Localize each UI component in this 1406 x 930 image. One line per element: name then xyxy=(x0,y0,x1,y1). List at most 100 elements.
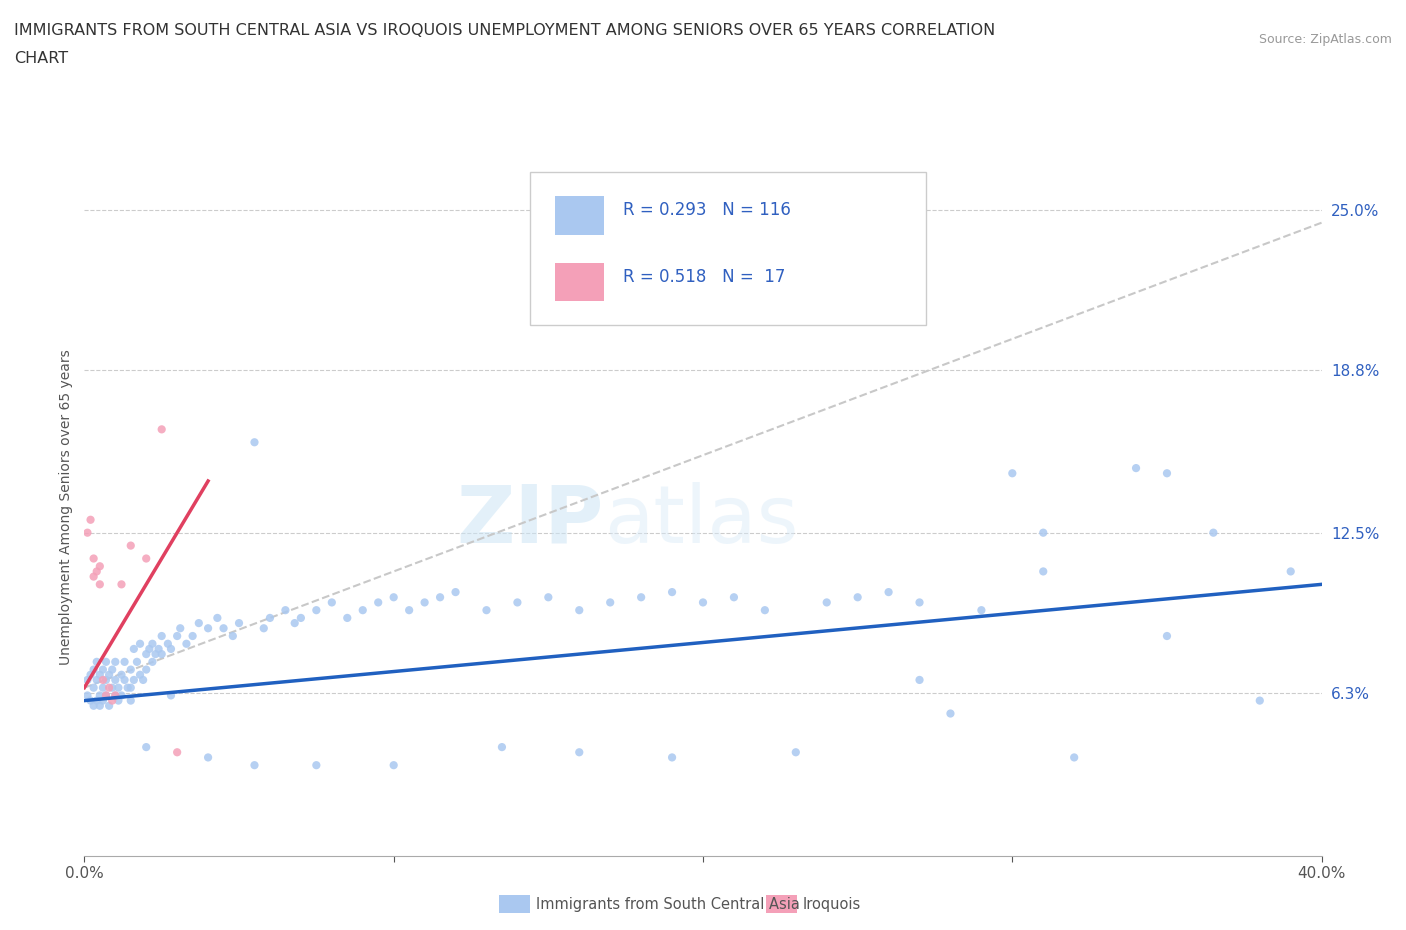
Point xyxy=(135,739,157,754)
Point xyxy=(305,603,328,618)
Point xyxy=(98,680,121,695)
Point xyxy=(382,758,405,773)
Point xyxy=(76,525,98,540)
Point xyxy=(86,655,108,670)
Point xyxy=(815,595,838,610)
Point xyxy=(79,668,101,683)
Point xyxy=(110,577,132,591)
Point xyxy=(79,693,101,708)
Point xyxy=(228,616,250,631)
Point xyxy=(785,745,807,760)
Point xyxy=(120,680,142,695)
Point xyxy=(259,610,281,625)
Point xyxy=(104,672,127,687)
Point xyxy=(86,564,108,578)
Point xyxy=(176,636,198,651)
Point xyxy=(243,758,266,773)
Point xyxy=(274,603,297,618)
Point xyxy=(76,672,98,687)
Point xyxy=(110,688,132,703)
Point xyxy=(398,603,420,618)
Y-axis label: Unemployment Among Seniors over 65 years: Unemployment Among Seniors over 65 years xyxy=(59,349,73,665)
Point xyxy=(94,688,117,703)
Point xyxy=(91,672,114,687)
Point xyxy=(83,662,105,677)
Point xyxy=(197,750,219,764)
Point xyxy=(475,603,498,618)
Point xyxy=(120,693,142,708)
Point xyxy=(506,595,529,610)
Point xyxy=(877,585,900,600)
Point xyxy=(98,698,121,713)
Point xyxy=(1249,693,1271,708)
Point xyxy=(284,616,307,631)
Point xyxy=(1125,460,1147,475)
Point xyxy=(91,680,114,695)
Point xyxy=(444,585,467,600)
Point xyxy=(135,646,157,661)
Point xyxy=(321,595,343,610)
Point xyxy=(352,603,374,618)
Point xyxy=(94,655,117,670)
Point xyxy=(166,629,188,644)
Point xyxy=(1032,564,1054,578)
Point xyxy=(89,559,111,574)
Point xyxy=(1001,466,1024,481)
Point xyxy=(253,621,276,636)
Point xyxy=(138,642,160,657)
Point xyxy=(114,672,136,687)
Point xyxy=(1032,525,1054,540)
Point xyxy=(290,610,312,625)
Point xyxy=(212,621,235,636)
Text: CHART: CHART xyxy=(14,51,67,66)
Point xyxy=(630,590,652,604)
Point xyxy=(1156,629,1178,644)
Point xyxy=(846,590,869,604)
Text: Iroquois: Iroquois xyxy=(803,897,860,912)
Text: Immigrants from South Central Asia: Immigrants from South Central Asia xyxy=(536,897,800,912)
Point xyxy=(568,603,591,618)
Point xyxy=(150,422,173,437)
Point xyxy=(197,621,219,636)
Point xyxy=(101,680,124,695)
Point xyxy=(1063,750,1085,764)
Point xyxy=(150,629,173,644)
Point xyxy=(1279,564,1302,578)
Point xyxy=(145,646,167,661)
Point xyxy=(1202,525,1225,540)
Point xyxy=(166,745,188,760)
Point xyxy=(83,551,105,566)
Point xyxy=(122,642,145,657)
Point xyxy=(89,698,111,713)
Point xyxy=(970,603,993,618)
Text: Source: ZipAtlas.com: Source: ZipAtlas.com xyxy=(1258,33,1392,46)
Point xyxy=(367,595,389,610)
Point xyxy=(83,680,105,695)
Point xyxy=(89,688,111,703)
Point xyxy=(104,655,127,670)
Point xyxy=(98,668,121,683)
Text: R = 0.518   N =  17: R = 0.518 N = 17 xyxy=(623,268,785,286)
Bar xyxy=(554,263,605,301)
Point xyxy=(135,551,157,566)
Point xyxy=(169,621,191,636)
Point xyxy=(908,672,931,687)
Point xyxy=(222,629,245,644)
Point xyxy=(723,590,745,604)
Point xyxy=(104,688,127,703)
Point xyxy=(243,435,266,450)
Point xyxy=(568,745,591,760)
Point xyxy=(305,758,328,773)
Point xyxy=(156,636,179,651)
Point xyxy=(160,642,183,657)
Point xyxy=(104,688,127,703)
Point xyxy=(939,706,962,721)
Point xyxy=(107,693,129,708)
Point xyxy=(94,672,117,687)
Point xyxy=(207,610,229,625)
Point xyxy=(160,688,183,703)
Bar xyxy=(554,196,605,235)
FancyBboxPatch shape xyxy=(530,172,925,326)
Point xyxy=(141,655,163,670)
Point xyxy=(135,662,157,677)
